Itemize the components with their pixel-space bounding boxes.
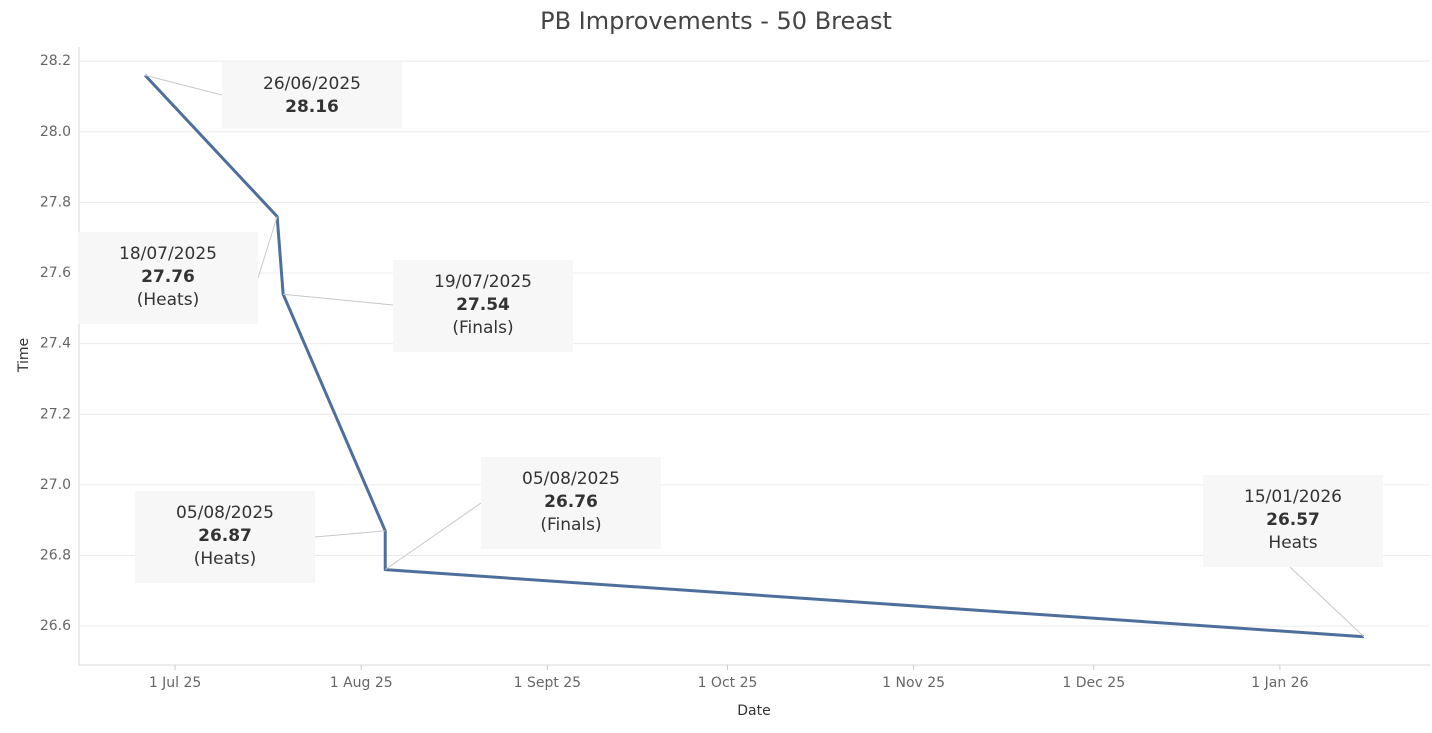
line	[143, 74, 1365, 639]
annotation-box	[78, 232, 258, 324]
y-tick-label: 27.6	[40, 265, 71, 281]
y-tick-label: 27.2	[40, 406, 71, 422]
y-tick-label: 27.4	[40, 336, 71, 352]
x-tick-label: 1 Jan 26	[1251, 675, 1308, 691]
annotation-box	[222, 62, 402, 128]
annotation-date: 05/08/2025	[176, 503, 274, 523]
chart-title: PB Improvements - 50 Breast	[540, 7, 892, 35]
annotation-note: (Finals)	[540, 515, 601, 535]
annotation-date: 18/07/2025	[119, 244, 217, 264]
annotation-value: 26.57	[1266, 510, 1320, 530]
annotation-note: Heats	[1268, 533, 1317, 553]
annotation-date: 19/07/2025	[434, 272, 532, 292]
annotation-note: (Heats)	[194, 549, 256, 569]
x-tick-label: 1 Jul 25	[149, 675, 202, 691]
leader-line	[257, 216, 278, 279]
y-axis-label: Time	[16, 338, 32, 373]
annotation-value: 28.16	[285, 97, 339, 117]
x-tick-label: 1 Oct 25	[698, 675, 758, 691]
annotation-date: 15/01/2026	[1244, 487, 1342, 507]
leader-line	[384, 502, 482, 571]
x-axis-label: Date	[737, 703, 770, 719]
annotation-value: 26.87	[198, 526, 252, 546]
annotation-value: 27.76	[141, 267, 195, 287]
annotation-box	[481, 457, 661, 549]
y-tick-label: 28.2	[40, 53, 71, 69]
x-tick-label: 1 Nov 25	[882, 675, 945, 691]
leader-line	[144, 74, 223, 96]
x-tick-label: 1 Sept 25	[514, 675, 582, 691]
annotation-box	[135, 491, 315, 583]
x-tick-label: 1 Dec 25	[1062, 675, 1125, 691]
y-tick-label: 26.6	[40, 618, 71, 634]
annotation-value: 26.76	[544, 492, 598, 512]
annotation-value: 27.54	[456, 295, 510, 315]
leader-line	[314, 530, 386, 538]
y-tick-label: 26.8	[40, 548, 71, 564]
x-tick-label: 1 Aug 25	[330, 675, 393, 691]
y-tick-label: 28.0	[40, 124, 71, 140]
annotation-date: 26/06/2025	[263, 74, 361, 94]
leader-line	[283, 293, 394, 306]
annotation-box	[1203, 475, 1383, 567]
leader-line	[1289, 566, 1365, 638]
annotation-box	[393, 260, 573, 352]
annotation-date: 05/08/2025	[522, 469, 620, 489]
y-tick-label: 27.8	[40, 194, 71, 210]
annotation-note: (Heats)	[137, 290, 199, 310]
annotation-note: (Finals)	[452, 318, 513, 338]
y-tick-label: 27.0	[40, 477, 71, 493]
